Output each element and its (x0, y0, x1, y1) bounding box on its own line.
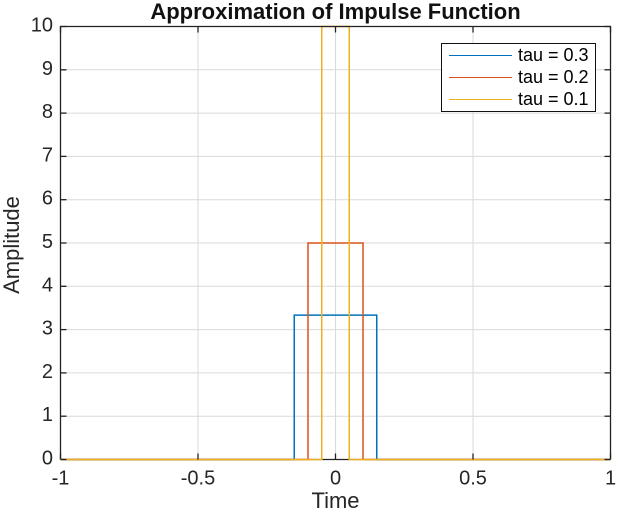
chart-title: Approximation of Impulse Function (150, 0, 521, 24)
y-tick-label: 10 (31, 15, 53, 37)
y-tick-label: 7 (42, 144, 53, 166)
x-tick-label: 0.5 (459, 468, 487, 490)
legend-item: tau = 0.2 (442, 67, 595, 89)
legend: tau = 0.3 tau = 0.2 tau = 0.1 (441, 43, 596, 112)
y-tick-label: 1 (42, 404, 53, 426)
y-tick-label: 9 (42, 58, 53, 80)
y-tick-label: 5 (42, 231, 53, 253)
y-tick-label: 2 (42, 361, 53, 383)
y-tick-label: 4 (42, 274, 53, 296)
legend-line-sample (449, 99, 512, 101)
legend-item-label: tau = 0.3 (518, 44, 589, 65)
axes-border (59, 25, 612, 460)
legend-line-sample (449, 54, 512, 56)
legend-item-label: tau = 0.1 (518, 89, 589, 110)
legend-item: tau = 0.1 (442, 89, 595, 111)
legend-line-sample (449, 77, 512, 78)
x-tick-label: -0.5 (181, 468, 215, 490)
y-tick-label: 3 (42, 318, 53, 340)
x-tick-label: 1 (605, 468, 616, 490)
x-tick-label: -1 (52, 468, 70, 490)
x-axis-label: Time (311, 488, 360, 513)
x-tick-label: 0 (330, 468, 341, 490)
y-tick-label: 8 (42, 101, 53, 123)
legend-item: tau = 0.3 (442, 44, 595, 66)
legend-item-label: tau = 0.2 (518, 67, 589, 87)
y-tick-label: 6 (42, 188, 53, 210)
y-tick-label: 0 (42, 448, 53, 470)
